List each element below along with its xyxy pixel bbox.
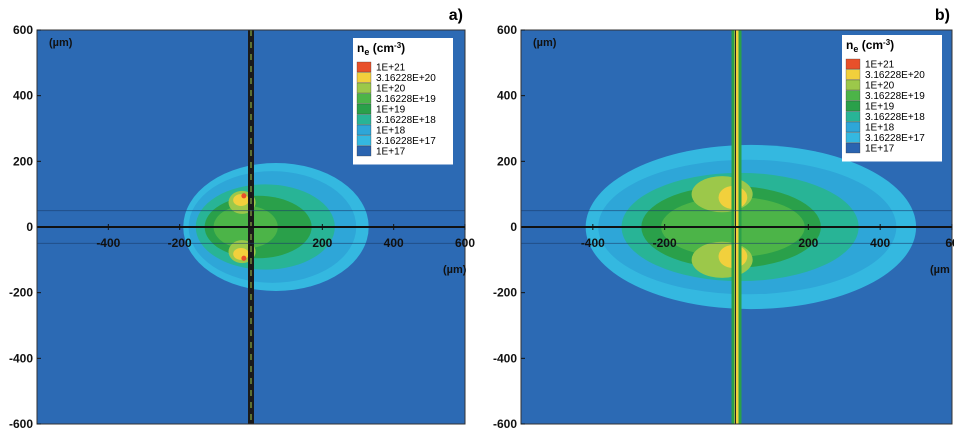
- legend-swatch: [845, 132, 861, 143]
- legend-label: 3.16228E+20: [376, 73, 436, 84]
- legend-label: 3.16228E+18: [865, 112, 925, 123]
- legend-swatch: [356, 124, 372, 136]
- legend-label: 1E+17: [376, 147, 406, 158]
- x-unit-label: (µm): [443, 264, 467, 276]
- legend-label: 3.16228E+17: [865, 133, 925, 144]
- legend-label: 3.16228E+17: [376, 136, 436, 147]
- x-tick-label: 200: [798, 236, 818, 250]
- y-tick-label: 0: [510, 220, 517, 234]
- legend-label: 1E+21: [865, 60, 895, 71]
- y-tick-label: 200: [497, 154, 517, 168]
- legend-label: 1E+20: [865, 81, 895, 92]
- y-tick-label: -600: [493, 417, 517, 431]
- legend-swatch: [845, 90, 861, 101]
- legend-label: 1E+18: [865, 123, 895, 134]
- legend-label: 1E+18: [376, 126, 406, 137]
- legend-label: 1E+19: [865, 102, 895, 113]
- x-unit-label: (µm: [930, 264, 950, 276]
- legend-label: 1E+21: [376, 63, 406, 74]
- legend-swatch: [356, 82, 372, 94]
- legend-label: 1E+20: [376, 84, 406, 95]
- legend-label: 3.16228E+18: [376, 115, 436, 126]
- x-tick-label: -400: [96, 236, 120, 250]
- panel-label: a): [449, 7, 463, 24]
- legend-swatch: [356, 72, 372, 83]
- panel-label: b): [935, 7, 950, 24]
- legend-swatch: [356, 103, 372, 115]
- contour-level-0-lobe-1: [241, 255, 247, 261]
- y-tick-label: -400: [493, 351, 517, 365]
- contour-level-1-lobe-1: [233, 248, 249, 260]
- y-tick-label: 0: [26, 220, 33, 234]
- legend: ne (cm-3)1E+213.16228E+201E+203.16228E+1…: [842, 35, 942, 162]
- legend-label: 3.16228E+20: [865, 70, 925, 81]
- y-unit-label: (µm): [49, 37, 73, 49]
- legend-swatch: [356, 135, 372, 146]
- y-unit-label: (µm): [533, 37, 557, 49]
- legend-label: 3.16228E+19: [865, 91, 925, 102]
- y-tick-label: -400: [9, 351, 33, 365]
- y-tick-label: 400: [13, 89, 33, 103]
- x-tick-label: -200: [168, 236, 192, 250]
- contour-level-1-lobe-0: [233, 194, 249, 206]
- x-tick-label: -400: [581, 236, 605, 250]
- legend-swatch: [845, 142, 861, 154]
- x-tick-label: 60: [945, 236, 954, 250]
- x-tick-label: 400: [384, 236, 404, 250]
- legend-label: 1E+19: [376, 105, 406, 116]
- legend-swatch: [356, 114, 372, 125]
- y-tick-label: 200: [13, 154, 33, 168]
- legend-label: 1E+17: [865, 144, 895, 155]
- chart-panel-b: 600 400 200 0 -200 -400 -600 -400 -200 200 400 60 (µ…: [493, 7, 954, 431]
- contour-region: [521, 30, 952, 424]
- legend-swatch: [845, 121, 861, 133]
- legend: ne (cm-3)1E+213.16228E+201E+203.16228E+1…: [353, 38, 453, 165]
- legend-label: 3.16228E+19: [376, 94, 436, 105]
- y-tick-label: 600: [497, 23, 517, 37]
- x-tick-label: -200: [653, 236, 677, 250]
- y-tick-label: -600: [9, 417, 33, 431]
- legend-swatch: [356, 93, 372, 104]
- legend-swatch: [356, 61, 372, 73]
- legend-title: ne (cm-3): [357, 41, 405, 57]
- legend-title: ne (cm-3): [846, 38, 894, 54]
- x-tick-label: 200: [312, 236, 332, 250]
- y-tick-label: 600: [13, 23, 33, 37]
- legend-swatch: [845, 111, 861, 122]
- legend-swatch: [845, 58, 861, 70]
- legend-swatch: [845, 79, 861, 91]
- y-tick-label: -200: [493, 286, 517, 300]
- legend-swatch: [845, 100, 861, 112]
- x-tick-label: 400: [870, 236, 890, 250]
- chart-panel-a: 600 400 200 0 -200 -400 -600 -400 -200 200 400 600 (…: [9, 7, 475, 431]
- x-tick-label: 600: [455, 236, 475, 250]
- legend-swatch: [356, 145, 372, 157]
- contour-level-0-lobe-0: [241, 193, 247, 199]
- y-tick-label: -200: [9, 286, 33, 300]
- y-tick-label: 400: [497, 89, 517, 103]
- legend-swatch: [845, 69, 861, 80]
